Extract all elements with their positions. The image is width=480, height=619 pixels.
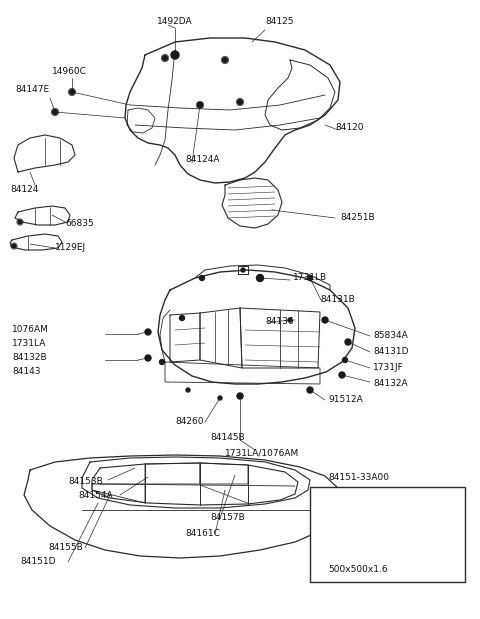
Circle shape	[237, 393, 243, 399]
Circle shape	[70, 90, 74, 95]
Text: 84154A: 84154A	[78, 491, 113, 501]
Circle shape	[339, 372, 345, 378]
Circle shape	[218, 396, 222, 400]
Text: 84132A: 84132A	[373, 378, 408, 387]
Text: 1731LA/1076AM: 1731LA/1076AM	[225, 449, 299, 457]
Circle shape	[345, 339, 351, 345]
Circle shape	[308, 275, 312, 280]
Circle shape	[238, 100, 242, 105]
Text: 84131B: 84131B	[320, 295, 355, 305]
Circle shape	[52, 110, 58, 115]
Bar	[310, 487, 465, 582]
Circle shape	[180, 316, 184, 321]
Text: 1731LA: 1731LA	[12, 339, 47, 347]
Text: 14960C: 14960C	[52, 67, 87, 77]
Text: 84161C: 84161C	[185, 529, 220, 539]
Circle shape	[18, 220, 22, 224]
Circle shape	[171, 51, 179, 59]
Text: 84132B: 84132B	[12, 353, 47, 363]
Circle shape	[200, 275, 204, 280]
Text: 84145B: 84145B	[210, 433, 245, 441]
Circle shape	[322, 317, 328, 323]
Circle shape	[197, 103, 203, 108]
Circle shape	[288, 318, 292, 322]
Text: 66835: 66835	[65, 219, 94, 228]
Circle shape	[145, 355, 151, 361]
Text: 84120: 84120	[335, 124, 363, 132]
Text: 84157B: 84157B	[210, 514, 245, 522]
Circle shape	[241, 268, 245, 272]
Text: 1076AM: 1076AM	[12, 326, 49, 334]
Text: 1731JF: 1731JF	[373, 363, 404, 373]
Text: 84147E: 84147E	[15, 85, 49, 95]
Text: 84260: 84260	[175, 417, 204, 426]
Text: 1731LB: 1731LB	[293, 274, 327, 282]
Circle shape	[238, 394, 242, 399]
Circle shape	[223, 58, 228, 63]
Text: 84125: 84125	[265, 17, 293, 27]
Text: 84151-33A00: 84151-33A00	[328, 472, 389, 482]
Text: 84143: 84143	[12, 366, 40, 376]
Text: 91512A: 91512A	[328, 396, 363, 404]
Circle shape	[307, 387, 313, 393]
Circle shape	[343, 358, 348, 363]
Text: 84251B: 84251B	[340, 214, 374, 222]
Circle shape	[159, 360, 165, 365]
Text: 1492DA: 1492DA	[157, 17, 193, 27]
Text: 84155B: 84155B	[48, 543, 83, 553]
Circle shape	[186, 388, 190, 392]
Text: 500x500x1.6: 500x500x1.6	[328, 566, 388, 574]
Circle shape	[145, 329, 151, 335]
Text: 84131D: 84131D	[373, 347, 408, 357]
Circle shape	[163, 56, 168, 61]
Circle shape	[197, 103, 203, 108]
Text: 84136: 84136	[265, 318, 294, 326]
Circle shape	[12, 244, 16, 248]
Text: 84153B: 84153B	[68, 477, 103, 487]
Text: 85834A: 85834A	[373, 331, 408, 339]
Text: 1129EJ: 1129EJ	[55, 243, 86, 253]
Circle shape	[256, 274, 264, 282]
Text: 84151D: 84151D	[20, 558, 56, 566]
Text: 84124A: 84124A	[185, 155, 219, 165]
Text: 84124: 84124	[10, 186, 38, 194]
